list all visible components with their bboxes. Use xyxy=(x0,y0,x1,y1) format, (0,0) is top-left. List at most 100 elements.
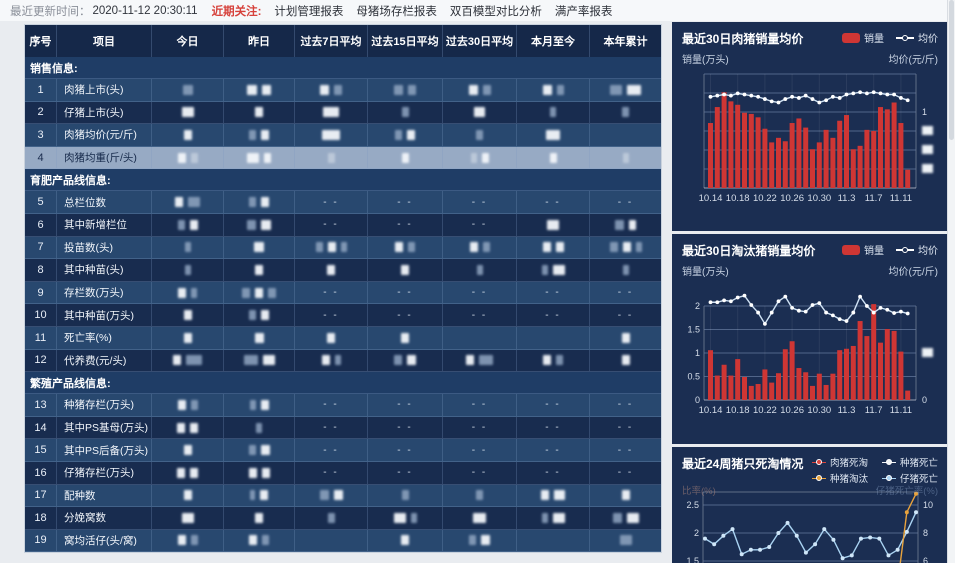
redacted-value xyxy=(189,219,198,230)
line-point xyxy=(803,309,808,314)
table-row[interactable]: 6 其中新增栏位 - - - - - - xyxy=(25,213,661,237)
table-cell xyxy=(590,79,661,101)
legend-item-2[interactable]: 种猪死亡 xyxy=(881,455,938,469)
empty-value-dashes: - - xyxy=(545,467,561,479)
table-row[interactable]: 13 种猪存栏(万头) - - - - - - - - - - xyxy=(25,394,661,417)
chart1-legend: 销量 均价 xyxy=(842,30,938,45)
table-row[interactable]: 3 肉猪均价(元/斤) xyxy=(25,124,661,147)
redacted-value xyxy=(186,355,202,366)
left-tick-label: 2 xyxy=(695,301,700,311)
line-point xyxy=(797,96,801,100)
avg-price-line xyxy=(710,294,908,326)
table-row[interactable]: 5 总栏位数 - - - - - - - - - - xyxy=(25,191,661,214)
redacted-value xyxy=(183,332,192,343)
table-row[interactable]: 12 代养费(元/头) xyxy=(25,349,661,373)
legend-item-1[interactable]: 销量 xyxy=(842,30,884,45)
empty-value-dashes: - - xyxy=(397,219,413,231)
line-point xyxy=(722,298,726,303)
table-row[interactable]: 19 窝均活仔(头/窝) xyxy=(25,529,661,553)
redacted-value xyxy=(261,219,271,230)
line-point xyxy=(783,294,788,299)
redacted-value xyxy=(177,399,186,410)
redacted-value xyxy=(254,242,264,253)
legend-label: 仔猪死亡 xyxy=(899,474,938,485)
legend-item-4[interactable]: 仔猪死亡 xyxy=(881,471,938,485)
table-row[interactable]: 2 仔猪上市(头) xyxy=(25,101,661,125)
legend-label: 种猪淘汰 xyxy=(829,474,868,485)
column-header-4: 昨日 xyxy=(224,25,295,57)
empty-value-dashes: - - xyxy=(545,444,561,456)
redacted-value xyxy=(407,129,415,140)
table-row[interactable]: 4 肉猪均重(斤/头) xyxy=(25,146,661,170)
line-point xyxy=(885,307,890,312)
table-cell xyxy=(590,350,661,372)
plot-area: 21.510.50 010.14 10.18 10.22 10.26 10.30 11.3 1… xyxy=(687,301,933,416)
page-scrollbar[interactable] xyxy=(947,0,955,563)
table-row[interactable]: 11 死亡率(%) xyxy=(25,326,661,350)
redacted-value xyxy=(482,242,490,253)
legend-item-1[interactable]: 销量 xyxy=(842,242,884,257)
empty-value-dashes: - - xyxy=(471,196,488,208)
column-header-3: 今日 xyxy=(152,25,224,57)
table-row[interactable]: 14 其中PS基母(万头) - - - - - - - - - - xyxy=(25,416,661,440)
table-row[interactable]: 7 投苗数(头) xyxy=(25,236,661,260)
redacted-value xyxy=(481,152,489,163)
line-point xyxy=(831,537,836,542)
line-point xyxy=(858,90,862,95)
table-row[interactable]: 15 其中PS后备(万头) - - - - - - - - - - xyxy=(25,439,661,462)
column-header-7: 过去30日平均 xyxy=(443,25,517,57)
empty-value-dashes: - - xyxy=(323,444,339,456)
table-row[interactable]: 9 存栏数(万头) - - - - - - - - - - xyxy=(25,281,661,305)
redacted-value xyxy=(333,490,343,501)
row-label: 肉猪上市(头) xyxy=(57,79,152,101)
redacted-value xyxy=(394,355,402,366)
line-point xyxy=(715,93,720,98)
table-cell xyxy=(152,326,224,349)
line-point xyxy=(813,542,818,547)
series-line xyxy=(899,493,917,563)
table-row[interactable]: 1 肉猪上市(头) xyxy=(25,79,661,102)
table-row[interactable]: 18 分娩窝数 xyxy=(25,507,661,530)
table-cell: - - xyxy=(368,213,443,236)
line-point xyxy=(892,92,896,97)
line-point xyxy=(892,311,896,315)
redacted-value xyxy=(622,152,629,163)
redacted-tick xyxy=(922,348,933,357)
table-row[interactable]: 10 其中种苗(万头) - - - - - - - - - - xyxy=(25,304,661,327)
bar xyxy=(776,373,781,400)
redacted-value xyxy=(262,355,275,366)
chart1-header: 最近30日肉猪销量均价 销量 均价 xyxy=(682,30,938,47)
redacted-tick xyxy=(922,164,933,173)
line-point xyxy=(904,529,909,534)
table-cell xyxy=(368,101,443,124)
report-nav-link-3[interactable]: 双百模型对比分析 xyxy=(449,5,542,18)
report-nav-link-4[interactable]: 满产率报表 xyxy=(554,5,613,18)
table-row[interactable]: 16 仔猪存栏(万头) - - - - - - - - - - xyxy=(25,461,661,485)
line-series-marker xyxy=(881,457,896,467)
line-point xyxy=(769,99,774,104)
report-nav-link-2[interactable]: 母猪场存栏报表 xyxy=(356,5,437,18)
table-row[interactable]: 8 其中种苗(头) xyxy=(25,259,661,282)
empty-value-dashes: - - xyxy=(545,309,561,321)
scrollbar-thumb[interactable] xyxy=(949,0,954,140)
legend-item-3[interactable]: 种猪淘汰 xyxy=(811,471,868,485)
table-cell: - - xyxy=(517,304,590,326)
row-number: 14 xyxy=(25,416,57,439)
row-number: 3 xyxy=(25,124,57,146)
empty-value-dashes: - - xyxy=(471,422,488,434)
table-cell xyxy=(152,191,224,213)
x-tick-label: 10.26 xyxy=(780,405,804,416)
chart3-header: 最近24周猪只死淘情况 肉猪死淘 种猪死亡 种猪淘汰 仔猪死亡 xyxy=(682,455,938,485)
empty-value-dashes: - - xyxy=(471,399,488,411)
bar xyxy=(830,137,836,188)
legend-item-2[interactable]: 均价 xyxy=(896,242,938,257)
legend-item-1[interactable]: 肉猪死淘 xyxy=(811,455,868,469)
empty-value-dashes: - - xyxy=(397,287,413,299)
column-header-1: 序号 xyxy=(25,25,57,57)
legend-item-2[interactable]: 均价 xyxy=(896,30,938,45)
redacted-value xyxy=(401,152,409,163)
redacted-value xyxy=(268,287,276,298)
report-nav-link-1[interactable]: 计划管理报表 xyxy=(274,5,344,18)
table-cell xyxy=(295,79,368,101)
table-row[interactable]: 17 配种数 xyxy=(25,484,661,508)
